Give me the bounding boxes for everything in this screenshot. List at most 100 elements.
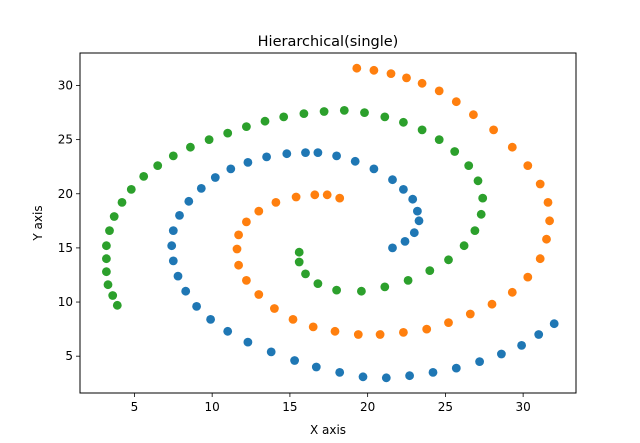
data-point (352, 63, 362, 73)
data-point (173, 271, 183, 281)
data-point (380, 112, 390, 122)
data-point (450, 147, 460, 156)
data-point (388, 243, 397, 253)
data-point (254, 290, 264, 299)
data-point (417, 125, 427, 135)
data-point (242, 217, 251, 227)
data-point (204, 135, 214, 145)
data-point (234, 260, 244, 270)
data-point (444, 318, 453, 327)
data-point (294, 257, 304, 267)
data-point (126, 185, 136, 194)
y-tick-label: 25 (58, 133, 73, 147)
data-point (168, 226, 178, 236)
data-point (517, 341, 526, 350)
data-point (470, 226, 480, 236)
data-point (167, 241, 177, 251)
data-point (399, 117, 408, 127)
data-point (288, 315, 298, 324)
data-point (102, 241, 111, 251)
data-point (360, 108, 369, 117)
data-point (103, 280, 113, 290)
data-point (232, 244, 242, 254)
x-axis-label: X axis (310, 423, 346, 437)
data-point (369, 164, 379, 174)
data-point (234, 230, 244, 240)
y-axis: 5 10 15 20 25 30 (58, 78, 80, 363)
data-point (294, 247, 304, 257)
data-point (139, 172, 149, 181)
data-point (210, 173, 220, 182)
data-point (507, 287, 517, 297)
data-point (226, 164, 236, 174)
data-point (223, 326, 233, 336)
series-2 (232, 63, 554, 339)
data-point (476, 209, 486, 219)
data-point (282, 149, 292, 159)
data-point (469, 110, 478, 120)
x-tick-label: 15 (282, 400, 297, 414)
data-point (266, 347, 276, 357)
data-point (290, 356, 299, 365)
data-point (388, 175, 397, 185)
data-point (535, 254, 545, 264)
data-point (403, 276, 413, 285)
points-layer (102, 63, 559, 383)
x-tick-label: 30 (515, 400, 530, 414)
y-tick-label: 20 (58, 187, 73, 201)
data-point (223, 128, 233, 138)
data-point (451, 363, 461, 373)
data-point (451, 97, 461, 107)
data-point (487, 299, 497, 309)
data-point (243, 337, 253, 347)
data-point (414, 216, 424, 226)
data-point (408, 194, 418, 204)
data-point (299, 109, 309, 118)
data-point (353, 330, 363, 339)
data-point (350, 156, 360, 166)
data-point (168, 256, 178, 266)
data-point (475, 357, 484, 366)
data-point (523, 161, 533, 171)
data-point (413, 206, 422, 216)
data-point (549, 319, 559, 329)
series-1 (167, 148, 559, 383)
data-point (105, 226, 114, 236)
data-point (478, 193, 488, 203)
data-point (386, 69, 396, 78)
data-point (313, 148, 323, 158)
data-point (308, 322, 318, 332)
data-point (175, 211, 184, 220)
data-point (270, 304, 279, 313)
data-point (301, 148, 310, 158)
plot-frame (79, 52, 577, 394)
data-point (535, 179, 545, 189)
data-point (335, 193, 345, 203)
data-point (271, 198, 281, 207)
x-tick-label: 25 (438, 400, 453, 414)
data-point (422, 324, 432, 334)
data-point (358, 372, 368, 382)
data-point (319, 107, 329, 116)
data-point (473, 176, 483, 186)
series-3 (102, 106, 488, 310)
data-point (497, 349, 506, 359)
data-point (242, 122, 251, 131)
data-point (405, 371, 414, 381)
data-point (399, 185, 408, 194)
data-point (112, 300, 122, 310)
data-point (444, 255, 453, 265)
y-tick-label: 15 (58, 241, 73, 255)
x-tick-label: 10 (205, 400, 220, 414)
data-point (330, 326, 340, 336)
data-point (181, 286, 191, 296)
data-point (243, 158, 253, 167)
data-point (301, 269, 310, 279)
data-point (260, 116, 270, 126)
data-point (425, 266, 435, 275)
y-tick-label: 30 (58, 78, 73, 92)
x-tick-label: 20 (360, 400, 375, 414)
data-point (428, 368, 438, 377)
y-tick-label: 5 (65, 349, 73, 363)
